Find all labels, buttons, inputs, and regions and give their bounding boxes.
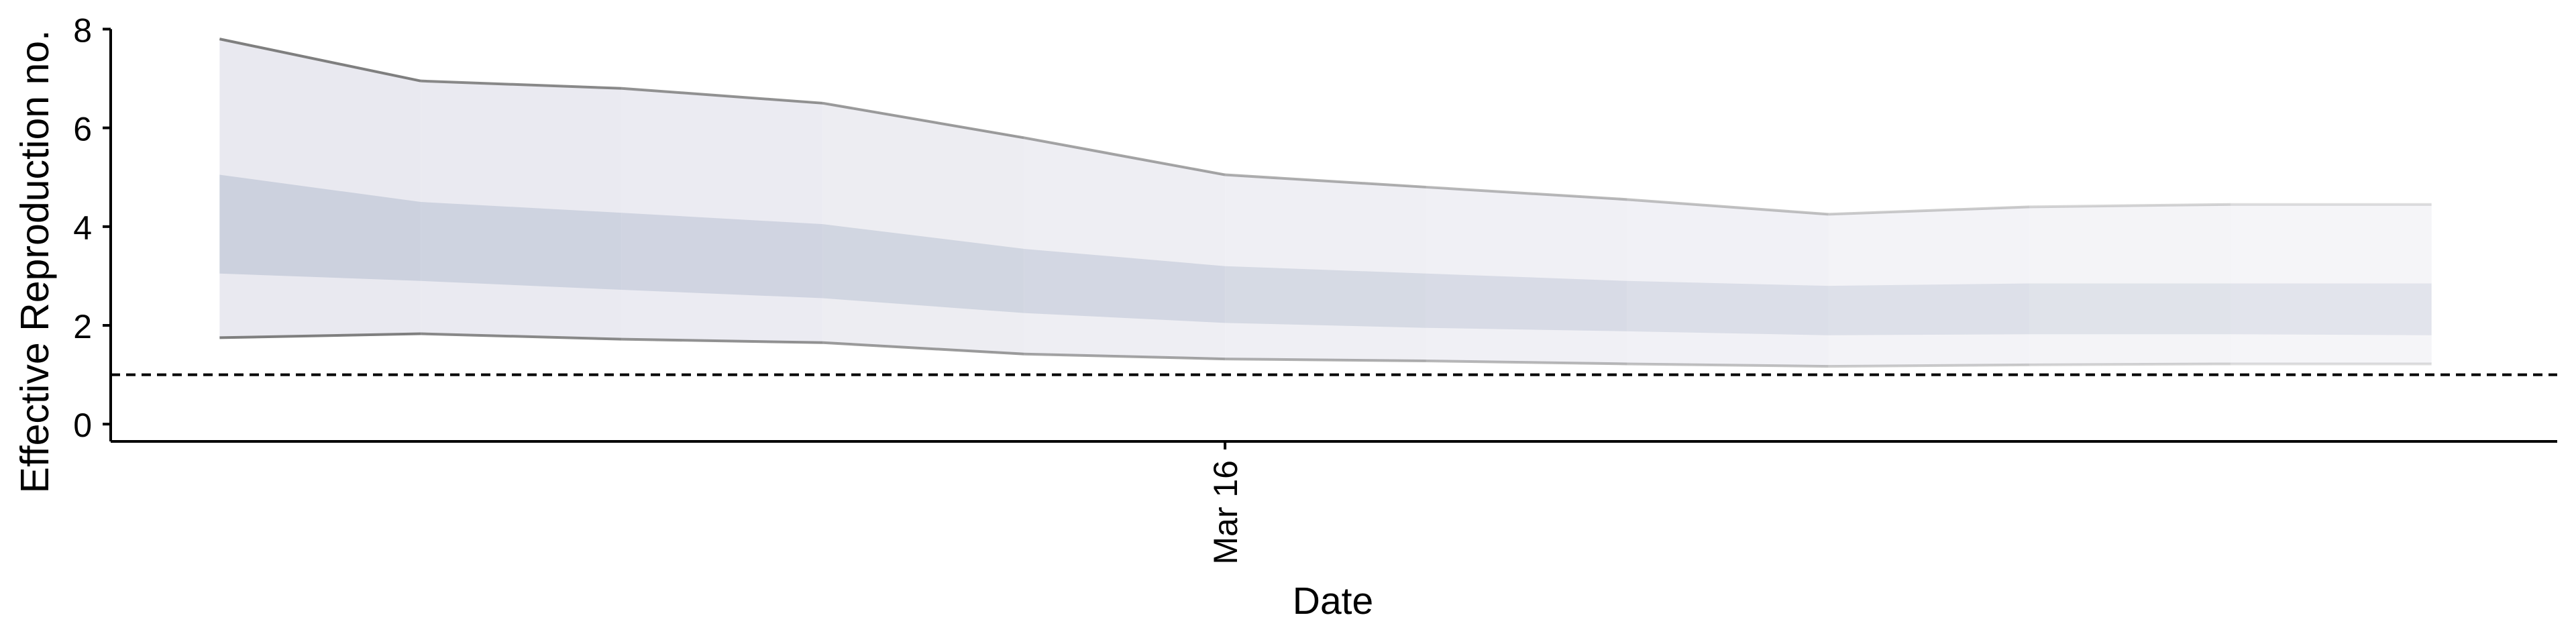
outer-lower-bound-segment [1426, 360, 1627, 366]
outer-upper-bound-segment [1024, 136, 1226, 176]
x-axis-title: Date [1293, 580, 1373, 623]
y-ticks: 0 2 4 6 8 [73, 11, 111, 444]
bands-layer [219, 39, 2432, 367]
outer-lower-bound-segment [621, 337, 823, 344]
outer-upper-bound-segment [2029, 203, 2231, 209]
inner-band-segment [822, 224, 1024, 313]
outer-upper-bound-segment [219, 38, 421, 83]
y-tick-label: 8 [73, 11, 92, 49]
y-tick-label: 2 [73, 308, 92, 345]
outer-upper-bound-segment [621, 87, 823, 105]
inner-band-segment [1627, 280, 1829, 335]
inner-band-segment [1024, 248, 1226, 323]
outer-lower-bound-segment [1828, 363, 2030, 368]
inner-band-segment [1828, 283, 2030, 335]
inner-band-segment [421, 202, 622, 290]
outer-upper-bound-segment [1627, 198, 1829, 216]
y-axis-title: Effective Reproduction no. [13, 30, 57, 494]
y-tick-label: 4 [73, 209, 92, 247]
y-tick-label: 6 [73, 111, 92, 148]
outer-upper-bound-segment [822, 101, 1024, 140]
inner-band-segment [1225, 266, 1426, 328]
inner-band-segment [621, 213, 823, 299]
x-tick-label: Mar 16 [1207, 460, 1244, 565]
outer-upper-bound-segment [1426, 185, 1627, 201]
bound-lines-layer [219, 38, 2432, 368]
inner-band-segment [1426, 273, 1627, 331]
outer-lower-bound-segment [822, 341, 1024, 356]
inner-band-segment [2029, 283, 2231, 335]
outer-lower-bound-segment [421, 332, 622, 341]
y-tick-label: 0 [73, 407, 92, 444]
outer-lower-bound-segment [1024, 352, 1226, 361]
inner-band-segment [219, 174, 421, 281]
outer-lower-bound-segment [219, 332, 421, 339]
inner-band-segment [2230, 283, 2432, 335]
outer-lower-bound-segment [1225, 358, 1426, 363]
outer-band-segment [1024, 138, 1226, 360]
outer-lower-bound-segment [1627, 362, 1829, 368]
outer-upper-bound-segment [1828, 205, 2030, 216]
outer-upper-bound-segment [421, 79, 622, 90]
outer-upper-bound-segment [1225, 173, 1427, 189]
x-ticks: Mar 16 [1207, 441, 1244, 565]
outer-band-segment [2230, 204, 2432, 364]
